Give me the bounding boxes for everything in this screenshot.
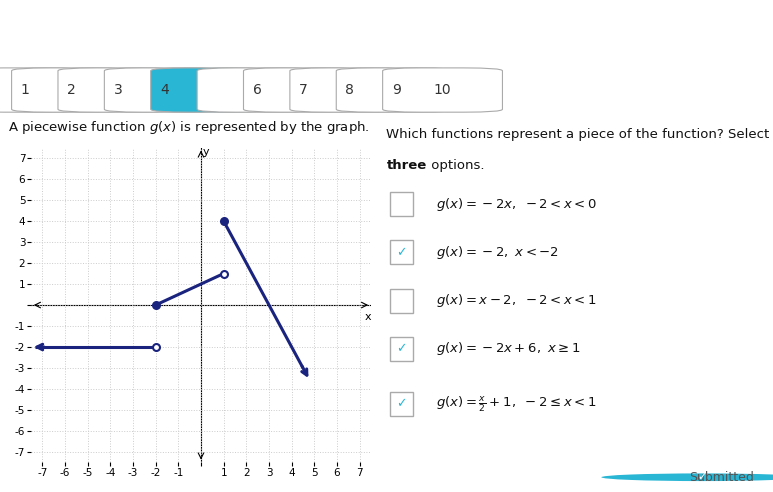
FancyBboxPatch shape: [12, 68, 131, 112]
FancyBboxPatch shape: [390, 392, 413, 416]
Text: 2: 2: [67, 83, 76, 97]
FancyBboxPatch shape: [390, 192, 413, 216]
Text: x: x: [364, 311, 371, 322]
Text: $g(x) = -2x + 6,\ x \geq 1$: $g(x) = -2x + 6,\ x \geq 1$: [436, 340, 581, 357]
FancyBboxPatch shape: [390, 337, 413, 361]
FancyBboxPatch shape: [58, 68, 178, 112]
Text: ✓: ✓: [397, 246, 407, 259]
Text: 10: 10: [434, 83, 451, 97]
Text: 5: 5: [206, 83, 216, 97]
Text: 9: 9: [392, 83, 400, 97]
Text: $g(x) = x - 2,\ -2 < x < 1$: $g(x) = x - 2,\ -2 < x < 1$: [436, 292, 597, 309]
Text: y: y: [203, 147, 209, 157]
FancyBboxPatch shape: [390, 288, 413, 313]
FancyBboxPatch shape: [197, 68, 317, 112]
Circle shape: [601, 473, 773, 481]
Text: 4: 4: [160, 83, 169, 97]
FancyBboxPatch shape: [0, 68, 85, 112]
Text: Which functions represent a piece of the function? Select: Which functions represent a piece of the…: [386, 128, 770, 141]
Text: 3: 3: [114, 83, 122, 97]
Text: 1: 1: [21, 83, 29, 97]
FancyBboxPatch shape: [104, 68, 224, 112]
FancyBboxPatch shape: [390, 240, 413, 264]
Text: Submitted: Submitted: [689, 471, 754, 484]
Text: $g(x) = -2x,\ -2 < x < 0$: $g(x) = -2x,\ -2 < x < 0$: [436, 196, 597, 213]
Text: A piecewise function $g(x)$ is represented by the graph.: A piecewise function $g(x)$ is represent…: [8, 120, 369, 136]
Text: 8: 8: [346, 83, 354, 97]
FancyBboxPatch shape: [290, 68, 410, 112]
Text: $g(x) = -2,\ x < -2$: $g(x) = -2,\ x < -2$: [436, 244, 559, 261]
Text: %: %: [53, 19, 67, 34]
FancyBboxPatch shape: [243, 68, 363, 112]
Text: $g(x) = \frac{x}{2} + 1,\ -2 \leq x < 1$: $g(x) = \frac{x}{2} + 1,\ -2 \leq x < 1$: [436, 394, 596, 414]
Text: three: three: [386, 159, 427, 172]
Text: Attempt 1: Attempt 1: [77, 19, 154, 34]
Text: options.: options.: [427, 159, 485, 172]
FancyBboxPatch shape: [151, 68, 271, 112]
Text: ✓: ✓: [397, 398, 407, 410]
FancyBboxPatch shape: [383, 68, 502, 112]
FancyBboxPatch shape: [336, 68, 456, 112]
Text: ✓: ✓: [697, 472, 707, 482]
Text: ✓: ✓: [397, 342, 407, 355]
Text: 6: 6: [253, 83, 261, 97]
Text: 100: 100: [12, 15, 64, 38]
Text: 7: 7: [299, 83, 308, 97]
